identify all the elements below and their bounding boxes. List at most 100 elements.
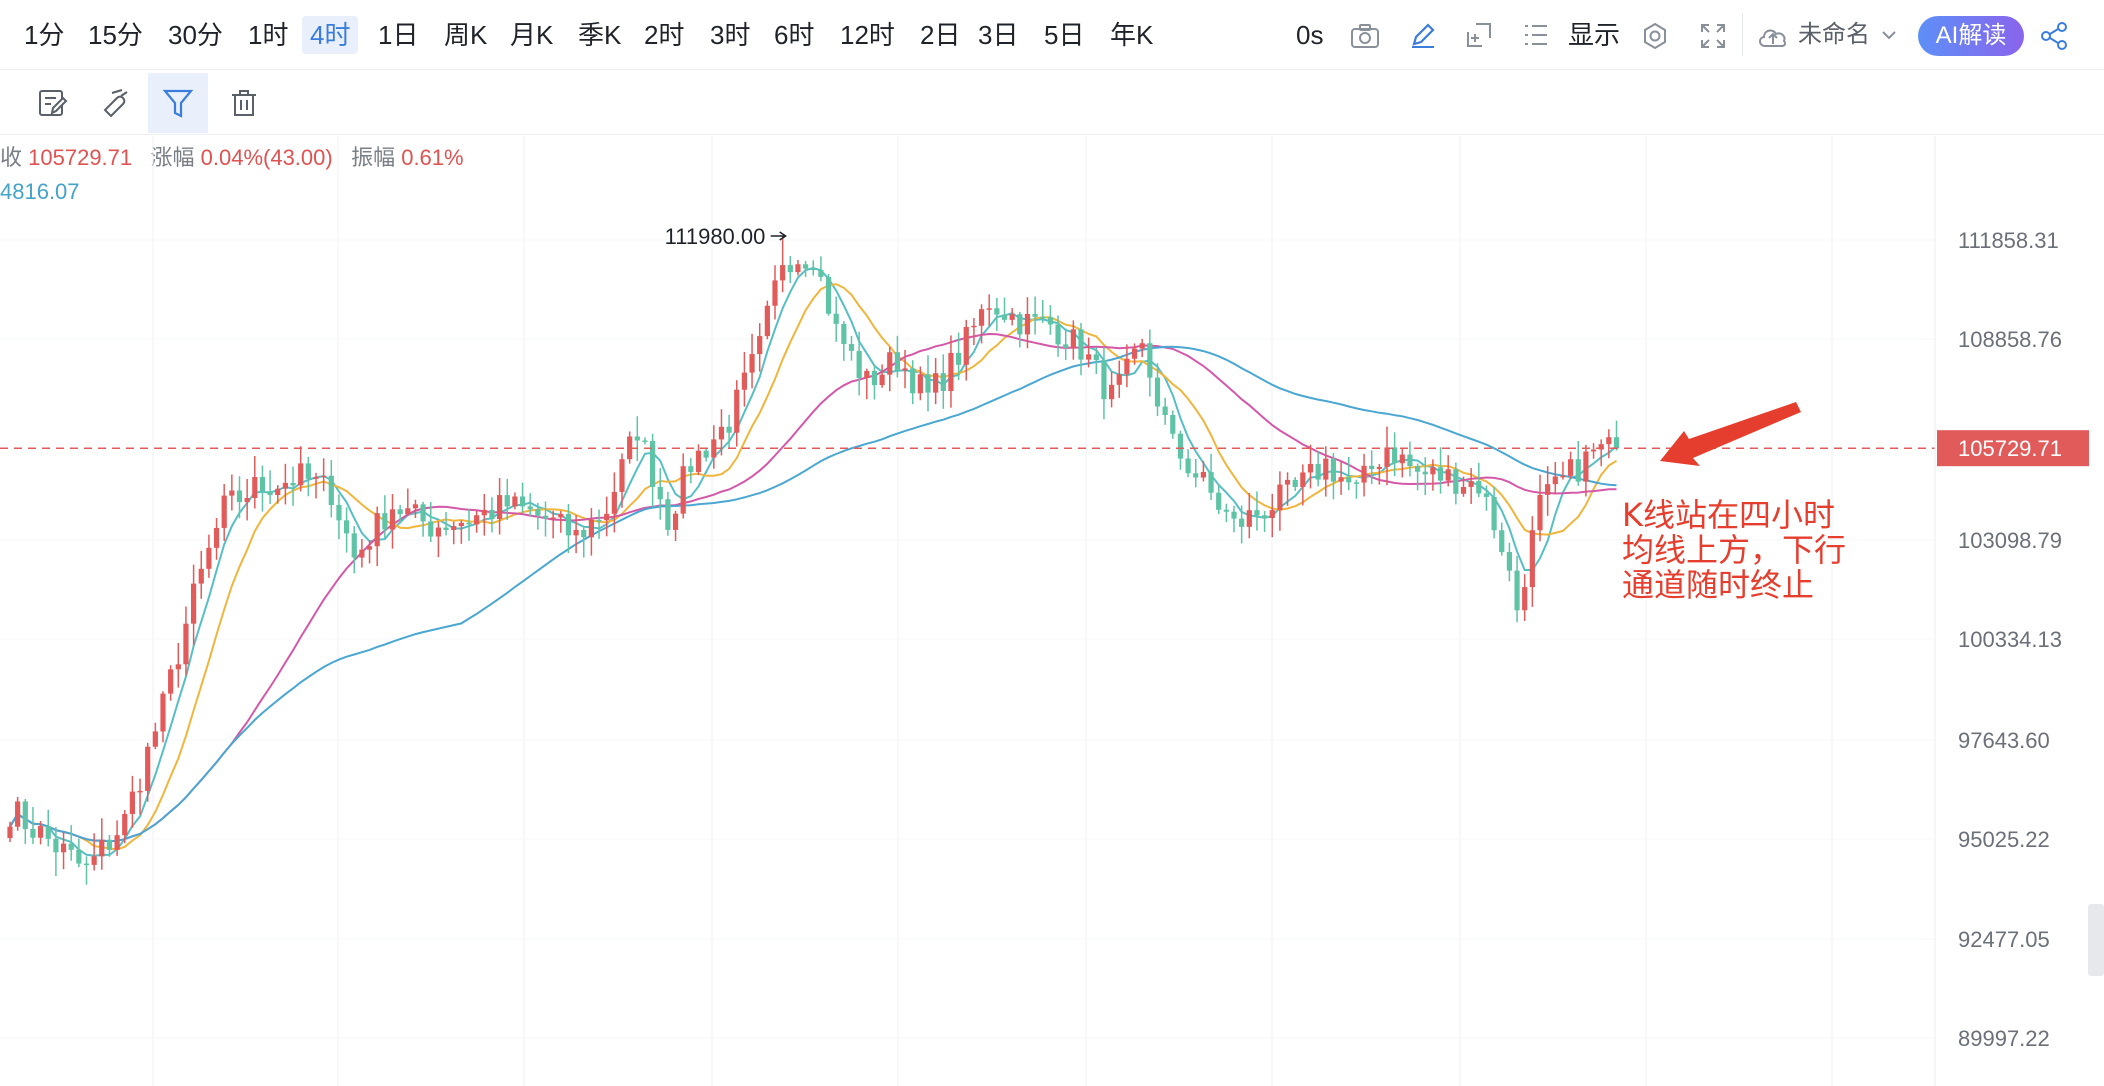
candle-body	[405, 508, 411, 515]
candle-body	[1460, 486, 1467, 494]
settings-icon[interactable]	[1640, 21, 1670, 51]
candle	[145, 742, 151, 802]
timeframe-tab-16[interactable]: 年K	[1110, 20, 1154, 50]
price-axis-scroll-handle[interactable]	[2088, 904, 2104, 976]
timeframe-tab-4[interactable]: 4时	[302, 16, 359, 54]
close-label: 收	[0, 145, 23, 170]
candle-body	[1361, 465, 1367, 483]
candle	[1307, 444, 1314, 489]
toolbar-divider	[1742, 14, 1743, 56]
candle-body	[397, 509, 403, 515]
candle	[795, 260, 801, 276]
timeframe-tab-13[interactable]: 2日	[920, 20, 961, 50]
candle-body	[252, 477, 258, 499]
candle-body	[1598, 444, 1604, 450]
current-price-tag	[1937, 430, 2089, 467]
timeframe-tab-10[interactable]: 3时	[710, 20, 751, 50]
candle-body	[1254, 510, 1260, 516]
candle	[114, 820, 120, 856]
annotation-arrow	[1660, 402, 1801, 466]
candle	[933, 358, 939, 405]
candle	[1078, 322, 1084, 376]
timeframe-tab-5[interactable]: 1日	[378, 20, 419, 50]
candle	[948, 335, 954, 408]
delete-tool[interactable]	[214, 73, 274, 133]
candle-body	[428, 521, 434, 537]
note-tool[interactable]	[22, 73, 82, 133]
candle	[1086, 337, 1092, 368]
candle-body	[703, 450, 709, 458]
candle-body	[833, 313, 839, 324]
candle	[864, 368, 870, 400]
timeframe-tab-6[interactable]: 周K	[444, 20, 488, 50]
timeframe-tab-15[interactable]: 5日	[1044, 20, 1085, 50]
candle-body	[351, 533, 357, 558]
y-tick-label: 97643.60	[1958, 728, 2050, 753]
timeframe-tab-1[interactable]: 15分	[88, 20, 143, 50]
candle-body	[1338, 477, 1344, 482]
timeframe-tab-8[interactable]: 季K	[578, 20, 622, 50]
candle-body	[1514, 570, 1520, 611]
candle	[1552, 461, 1558, 495]
candle-body	[956, 352, 962, 365]
timeframe-tab-2[interactable]: 30分	[168, 20, 223, 50]
candle-body	[474, 515, 480, 525]
candle	[7, 821, 13, 843]
candle	[359, 538, 365, 568]
timeframe-tab-9[interactable]: 2时	[644, 20, 685, 50]
fullscreen-icon[interactable]	[1698, 21, 1728, 51]
cloud-icon[interactable]	[1756, 22, 1790, 50]
timeframe-tab-3[interactable]: 1时	[248, 20, 289, 50]
y-tick-label: 92477.05	[1958, 927, 2050, 952]
filter-tool[interactable]	[148, 73, 208, 133]
moving-average-lines	[9, 266, 1618, 857]
candle-body	[772, 280, 778, 306]
share-icon[interactable]	[2038, 20, 2070, 52]
candle	[542, 501, 549, 537]
candle	[175, 642, 181, 688]
candle-body	[366, 546, 373, 550]
candle-body	[627, 436, 633, 460]
candle-body	[229, 490, 235, 496]
candle	[259, 465, 266, 512]
candle	[267, 470, 273, 504]
trash-icon	[232, 90, 256, 116]
timeframe-tab-7[interactable]: 月K	[510, 20, 554, 50]
candle-body	[971, 325, 977, 328]
timeframe-tab-11[interactable]: 6时	[774, 20, 815, 50]
candle-body	[581, 529, 587, 538]
candle-body	[236, 490, 243, 503]
magnet-tool[interactable]	[86, 73, 146, 133]
candle	[1315, 451, 1321, 487]
candle	[963, 319, 969, 381]
timeframe-tab-12[interactable]: 12时	[840, 20, 895, 50]
candle	[1177, 430, 1184, 470]
candle	[604, 496, 610, 537]
candle	[1453, 462, 1459, 505]
camera-icon[interactable]	[1350, 22, 1380, 50]
pencil-icon[interactable]	[1408, 20, 1438, 50]
timeframe-tab-0[interactable]: 1分	[24, 20, 65, 50]
candle	[1208, 453, 1214, 501]
candle-body	[451, 526, 457, 531]
candle-body	[672, 513, 679, 530]
y-tick-label: 100334.13	[1958, 627, 2062, 652]
candle-body	[1392, 447, 1398, 464]
candle-body	[994, 308, 1000, 315]
candle	[1460, 476, 1467, 497]
ai-interpret-button[interactable]: AI解读	[1918, 16, 2024, 56]
candle	[688, 457, 694, 484]
drawing-toolbar	[0, 71, 2104, 135]
candle-body	[1078, 329, 1084, 360]
candle	[290, 466, 296, 506]
candle-body	[1101, 360, 1107, 400]
add-window-icon[interactable]	[1464, 20, 1494, 50]
candle	[825, 274, 832, 316]
timeframe-tab-14[interactable]: 3日	[978, 20, 1019, 50]
chevron-down-icon[interactable]	[1880, 28, 1898, 42]
layout-name[interactable]: 未命名	[1798, 21, 1870, 48]
list-icon[interactable]	[1522, 22, 1550, 48]
display-button[interactable]: 显示	[1568, 20, 1621, 50]
candle-body	[137, 790, 143, 793]
